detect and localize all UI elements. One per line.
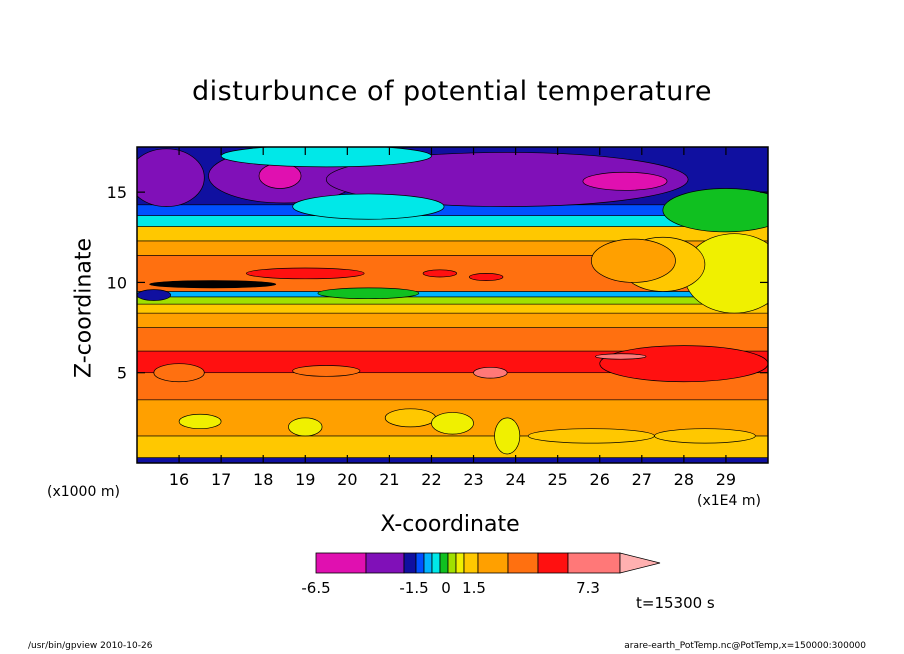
contour-region-2 — [258, 162, 302, 189]
colorbar-swatch-4 — [423, 552, 433, 574]
colorbar-label-2: 0 — [441, 579, 451, 597]
x-axis-ticks: 16 17 18 19 20 21 22 23 24 25 26 27 28 29 — [169, 147, 736, 489]
footer-left: /usr/bin/gpview 2010-10-26 — [28, 641, 153, 651]
y-tick-label-5: 5 — [117, 364, 127, 383]
contour-band-8 — [137, 296, 768, 305]
contour-region-28 — [654, 428, 756, 444]
contour-region-11 — [246, 267, 365, 280]
y-tick-label-15: 15 — [107, 183, 127, 202]
contour-region-6 — [292, 193, 445, 220]
time-label: t=15300 s — [636, 594, 715, 612]
colorbar-label-1: -1.5 — [399, 579, 428, 597]
colorbar-swatch-12 — [537, 552, 569, 574]
x-tick-label-19: 19 — [295, 470, 315, 489]
contour-band-0 — [137, 457, 768, 463]
x-tick-label-16: 16 — [169, 470, 189, 489]
contour-region-7 — [662, 188, 768, 233]
contour-band-9 — [137, 291, 768, 298]
contour-region-4 — [582, 171, 668, 191]
contour-region-3 — [325, 152, 689, 207]
x-tick-label-22: 22 — [421, 470, 441, 489]
contour-region-26 — [494, 417, 521, 455]
colorbar-swatch-10 — [477, 552, 509, 574]
x-tick-label-23: 23 — [463, 470, 483, 489]
contour-region-23 — [288, 417, 323, 437]
contour-region-14 — [149, 280, 277, 289]
contour-region-27 — [527, 428, 655, 444]
contour-region-22 — [178, 413, 222, 430]
contour-band-6 — [137, 312, 768, 328]
contour-region-12 — [422, 269, 458, 278]
colorbar-swatch-3 — [415, 552, 425, 574]
contour-region-0 — [137, 148, 205, 207]
y-axis-label: Z-coordinate — [71, 238, 97, 378]
plot-frame — [136, 146, 769, 464]
colorbar-swatch-6 — [439, 552, 449, 574]
x-tick-label-25: 25 — [547, 470, 567, 489]
x-tick-label-24: 24 — [505, 470, 525, 489]
contour-region-18 — [595, 353, 647, 360]
contour-region-10 — [590, 238, 676, 283]
colorbar-swatch-7 — [447, 552, 457, 574]
colorbar-swatch-8 — [455, 552, 465, 574]
y-tick-label-10: 10 — [107, 273, 127, 292]
colorbar-swatch-1 — [365, 552, 405, 574]
contour-region-17 — [599, 345, 768, 383]
x-tick-label-17: 17 — [211, 470, 231, 489]
contour-region-24 — [384, 408, 437, 428]
chart-title: disturbunce of potential temperature — [192, 76, 712, 107]
y-axis-ticks: 5 10 15 — [107, 183, 768, 383]
contour-band-7 — [137, 303, 768, 314]
contour-field — [137, 147, 768, 463]
x-tick-label-18: 18 — [253, 470, 273, 489]
colorbar-swatch-13 — [567, 552, 621, 574]
contour-region-15 — [137, 289, 171, 301]
x-tick-label-29: 29 — [716, 470, 736, 489]
x-tick-label-28: 28 — [674, 470, 694, 489]
x-tick-label-21: 21 — [379, 470, 399, 489]
footer-right: arare-earth_PotTemp.nc@PotTemp,x=150000:… — [624, 641, 866, 651]
colorbar-label-0: -6.5 — [301, 579, 330, 597]
x-tick-label-27: 27 — [632, 470, 652, 489]
colorbar-swatch-9 — [463, 552, 479, 574]
contour-region-25 — [431, 412, 474, 435]
contour-region-19 — [473, 366, 508, 379]
contour-region-21 — [292, 365, 361, 377]
x-tick-label-20: 20 — [337, 470, 357, 489]
colorbar-swatch-11 — [507, 552, 539, 574]
colorbar-label-4: 7.3 — [576, 579, 600, 597]
contour-region-5 — [220, 147, 432, 168]
colorbar-arrow — [619, 552, 661, 574]
contour-region-20 — [153, 363, 205, 383]
x-unit-right: (x1E4 m) — [697, 493, 761, 509]
colorbar: -6.5 -1.5 0 1.5 7.3 — [301, 552, 661, 597]
x-axis-label: X-coordinate — [380, 512, 520, 537]
x-unit-left: (x1000 m) — [47, 484, 120, 500]
colorbar-swatch-0 — [315, 552, 367, 574]
colorbar-swatch-5 — [431, 552, 441, 574]
colorbar-swatch-2 — [403, 552, 417, 574]
contour-region-13 — [468, 273, 504, 281]
contour-region-16 — [317, 287, 420, 300]
x-tick-label-26: 26 — [590, 470, 610, 489]
colorbar-label-3: 1.5 — [462, 579, 486, 597]
